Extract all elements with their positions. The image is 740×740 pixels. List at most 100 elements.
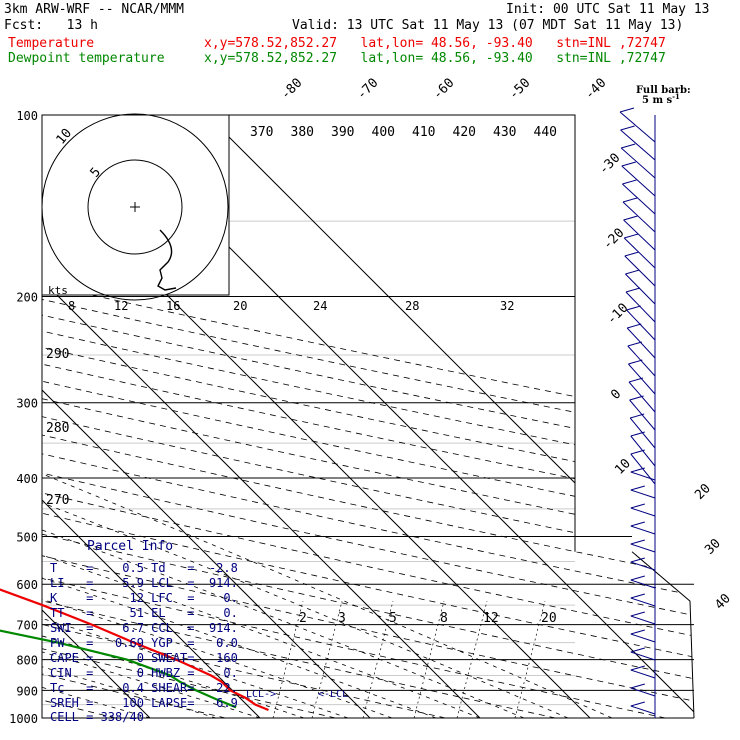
wind-barb-flag bbox=[630, 539, 645, 545]
lcl-right-label: <-LCL bbox=[318, 689, 349, 700]
pressure-label-200: 200 bbox=[16, 291, 38, 305]
temperature-profile bbox=[0, 588, 269, 712]
wind-barb-flag bbox=[630, 683, 645, 689]
mixing-ratio-label: 3 bbox=[338, 611, 346, 626]
dry-adiabat bbox=[42, 115, 694, 718]
valid-time: Valid: 13 UTC Sat 11 May 13 (07 MDT Sat … bbox=[292, 18, 684, 33]
wind-barb-flag bbox=[628, 359, 643, 365]
dry-adiabat bbox=[42, 115, 694, 718]
theta-label: 440 bbox=[534, 125, 557, 140]
hodograph-speed-tick: 20 bbox=[233, 299, 247, 313]
parcel-info-row: CAPE = 0 SWEAT= 160 bbox=[50, 651, 238, 665]
hodograph-trace bbox=[157, 229, 177, 291]
wind-barb bbox=[630, 705, 656, 715]
wind-barb bbox=[623, 237, 656, 269]
wind-key-speed: 5 m s bbox=[642, 95, 673, 106]
parcel-info-row: K = 12 LFC = 0. bbox=[50, 591, 238, 605]
pressure-label-1000: 1000 bbox=[9, 712, 38, 726]
dry-adiabat bbox=[42, 115, 694, 718]
profile-series bbox=[0, 588, 269, 712]
wind-barbs bbox=[619, 107, 656, 718]
pressure-label-100: 100 bbox=[16, 109, 38, 123]
wind-barb-flag bbox=[630, 593, 645, 599]
dewpoint-location: x,y=578.52,852.27 lat,lon= 48.56, -93.40… bbox=[204, 51, 666, 66]
wind-barb bbox=[620, 147, 656, 179]
wind-barb-flag bbox=[624, 233, 639, 239]
dry-adiabat bbox=[42, 115, 694, 718]
wind-barb bbox=[630, 543, 656, 553]
parcel-info-row: TT = 51 EL = 0. bbox=[50, 606, 238, 620]
dry-adiabat bbox=[42, 115, 336, 718]
wind-barb bbox=[630, 507, 656, 517]
isotherm-label: 40 bbox=[712, 591, 734, 613]
parcel-cell: CELL = 338/40 bbox=[50, 710, 144, 724]
theta-label: 410 bbox=[412, 125, 435, 140]
wind-barb bbox=[630, 471, 656, 481]
isotherm-label: 10 bbox=[612, 456, 634, 478]
isotherm-label: -10 bbox=[604, 301, 631, 328]
pressure-label-300: 300 bbox=[16, 397, 38, 411]
wind-barb-flag bbox=[630, 575, 645, 581]
wind-barb bbox=[630, 687, 656, 697]
theta-label: 380 bbox=[291, 125, 314, 140]
dry-adiabat-label: 290 bbox=[46, 347, 69, 362]
wind-barb bbox=[627, 345, 656, 377]
wind-barb-flag bbox=[626, 305, 641, 311]
wind-barb bbox=[630, 615, 656, 625]
theta-label: 370 bbox=[250, 125, 273, 140]
wind-barb bbox=[628, 363, 656, 395]
wind-barb-flag bbox=[620, 125, 635, 131]
hodograph-units: kts bbox=[48, 284, 68, 297]
wind-barb bbox=[622, 183, 656, 215]
wind-barb-flag bbox=[630, 467, 645, 473]
dry-adiabat bbox=[42, 115, 694, 718]
pressure-label-400: 400 bbox=[16, 472, 38, 486]
wind-barb bbox=[630, 597, 656, 607]
isotherm-label: -40 bbox=[582, 76, 609, 103]
wind-barb bbox=[630, 651, 656, 661]
wind-barb bbox=[624, 255, 656, 287]
dry-adiabat bbox=[42, 115, 694, 718]
isotherm-label: 0 bbox=[608, 387, 624, 403]
parcel-info-row: LI = 5.9 LCL = 914. bbox=[50, 576, 238, 590]
wind-barb-flag bbox=[629, 395, 644, 401]
wind-barb-flag bbox=[630, 557, 645, 563]
mixing-ratio-label: 2 bbox=[299, 611, 307, 626]
isotherm bbox=[42, 115, 151, 718]
wind-barb-flag bbox=[630, 485, 645, 491]
wind-barb-flag bbox=[630, 413, 645, 419]
parcel-info-row: SREH = 100 LAPSE= 6.9 bbox=[50, 696, 238, 710]
isotherm-label: -80 bbox=[278, 76, 305, 103]
wind-barb-flag bbox=[627, 341, 642, 347]
mixing-ratio-label: 12 bbox=[483, 611, 499, 626]
wind-barb bbox=[626, 327, 656, 359]
wind-barb-flag bbox=[622, 179, 637, 185]
wind-barb bbox=[626, 309, 656, 341]
wind-barb-flag bbox=[628, 377, 644, 383]
wind-barb-flag bbox=[619, 107, 635, 113]
dry-adiabat bbox=[0, 115, 5, 718]
wind-barb bbox=[630, 525, 656, 535]
isotherm bbox=[206, 115, 694, 718]
theta-label: 390 bbox=[331, 125, 354, 140]
wind-barb-flag bbox=[621, 143, 636, 149]
isotherm-label: -20 bbox=[600, 226, 627, 253]
wind-barb bbox=[630, 669, 656, 679]
parcel-info-row: PW = 0.69 YGP = 0.0 bbox=[50, 636, 238, 650]
parcel-info-row: Tc = 0.4 SHEAR= 22. bbox=[50, 681, 238, 695]
parcel-info-row: SWI = 6.7 CCL = 914. bbox=[50, 621, 238, 635]
temperature-location: x,y=578.52,852.27 lat,lon= 48.56, -93.40… bbox=[204, 36, 666, 51]
isotherm bbox=[42, 115, 371, 718]
moist-adiabat bbox=[42, 115, 569, 718]
model-title: 3km ARW-WRF -- NCAR/MMM bbox=[4, 2, 185, 17]
wind-key-exp: -1 bbox=[672, 92, 680, 101]
wind-barb bbox=[628, 381, 656, 413]
hodograph-speed-tick: 28 bbox=[405, 299, 419, 313]
wind-barb bbox=[621, 165, 656, 197]
isotherm-label: -50 bbox=[506, 76, 533, 103]
wind-barb bbox=[630, 633, 656, 643]
wind-key-line2: 5 m s-1 bbox=[642, 92, 680, 106]
wind-key-line1: Full barb: bbox=[636, 85, 691, 96]
